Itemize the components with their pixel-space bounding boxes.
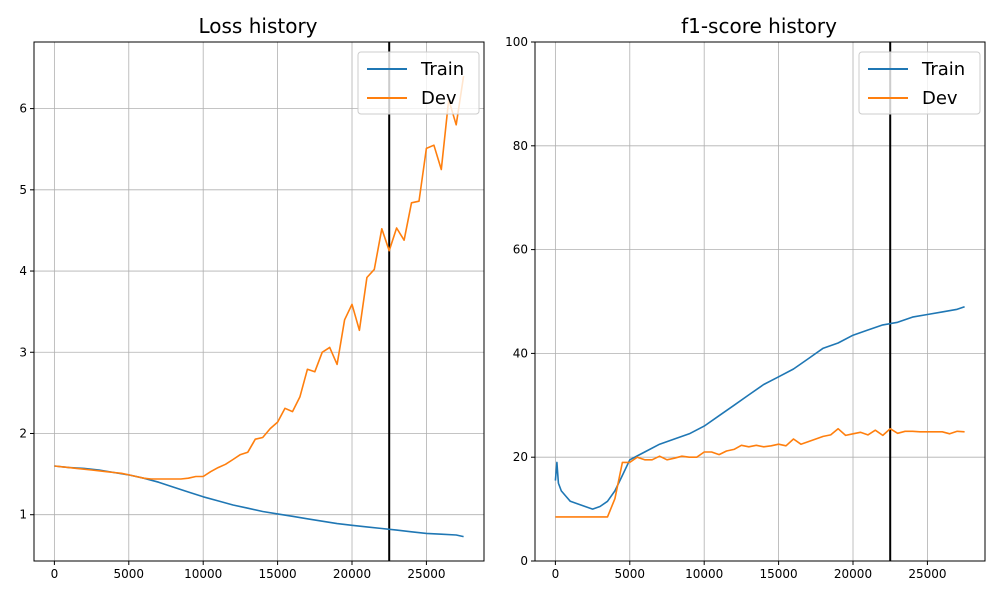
loss-xtick-label-0: 0 bbox=[51, 567, 59, 581]
loss-y-ticks: 1 2 3 4 5 6 bbox=[19, 102, 34, 522]
f1-grid bbox=[535, 41, 985, 562]
loss-legend-dev-label: Dev bbox=[421, 88, 457, 109]
loss-xtick-label-10000: 10000 bbox=[184, 567, 222, 581]
loss-xtick-label-5000: 5000 bbox=[114, 567, 145, 581]
f1-ytick-label-40: 40 bbox=[513, 346, 528, 360]
loss-history-title: Loss history bbox=[198, 14, 317, 38]
loss-legend: Train Dev bbox=[357, 51, 480, 115]
f1-ytick-label-100: 100 bbox=[505, 35, 528, 49]
f1-xtick-label-0: 0 bbox=[552, 567, 560, 581]
loss-ytick-label-5: 5 bbox=[19, 183, 27, 197]
loss-series bbox=[54, 75, 465, 538]
f1-ytick-label-20: 20 bbox=[513, 450, 528, 464]
f1-xtick-label-5000: 5000 bbox=[615, 567, 646, 581]
loss-dev-line bbox=[54, 75, 465, 480]
loss-xtick-label-20000: 20000 bbox=[333, 567, 371, 581]
f1-train-line bbox=[554, 305, 965, 510]
loss-train-line bbox=[54, 465, 464, 538]
f1-y-ticks: 0 20 40 60 80 100 bbox=[505, 35, 535, 568]
f1-ytick-label-60: 60 bbox=[513, 243, 528, 257]
f1-ytick-label-0: 0 bbox=[520, 554, 528, 568]
loss-history-panel: Loss history 0 5000 10000 15000 20000 25000 1… bbox=[19, 14, 485, 581]
loss-ytick-label-2: 2 bbox=[19, 426, 27, 440]
f1-xtick-label-25000: 25000 bbox=[908, 567, 946, 581]
loss-axes-frame bbox=[33, 41, 485, 562]
loss-xtick-label-15000: 15000 bbox=[259, 567, 297, 581]
f1-legend-train-label: Train bbox=[921, 59, 965, 80]
f1-dev-line bbox=[555, 427, 965, 518]
f1-x-ticks: 0 5000 10000 15000 20000 25000 bbox=[552, 561, 947, 581]
f1-series bbox=[554, 305, 965, 518]
loss-ytick-label-6: 6 bbox=[19, 102, 27, 116]
f1-ytick-label-80: 80 bbox=[513, 139, 528, 153]
loss-x-ticks: 0 5000 10000 15000 20000 25000 bbox=[51, 561, 446, 581]
f1-axes-frame bbox=[534, 41, 986, 562]
loss-ytick-label-4: 4 bbox=[19, 264, 27, 278]
loss-legend-train-label: Train bbox=[420, 59, 464, 80]
loss-xtick-label-25000: 25000 bbox=[407, 567, 445, 581]
f1-xtick-label-20000: 20000 bbox=[834, 567, 872, 581]
f1-score-history-title: f1-score history bbox=[681, 14, 837, 38]
loss-ytick-label-3: 3 bbox=[19, 345, 27, 359]
f1-legend-dev-label: Dev bbox=[922, 88, 958, 109]
loss-grid bbox=[34, 42, 484, 561]
f1-legend: Train Dev bbox=[858, 51, 981, 115]
f1-xtick-label-10000: 10000 bbox=[685, 567, 723, 581]
f1-xtick-label-15000: 15000 bbox=[760, 567, 798, 581]
f1-score-history-panel: f1-score history 0 5000 10000 15000 20000 250… bbox=[505, 14, 986, 581]
loss-ytick-label-1: 1 bbox=[19, 508, 27, 522]
